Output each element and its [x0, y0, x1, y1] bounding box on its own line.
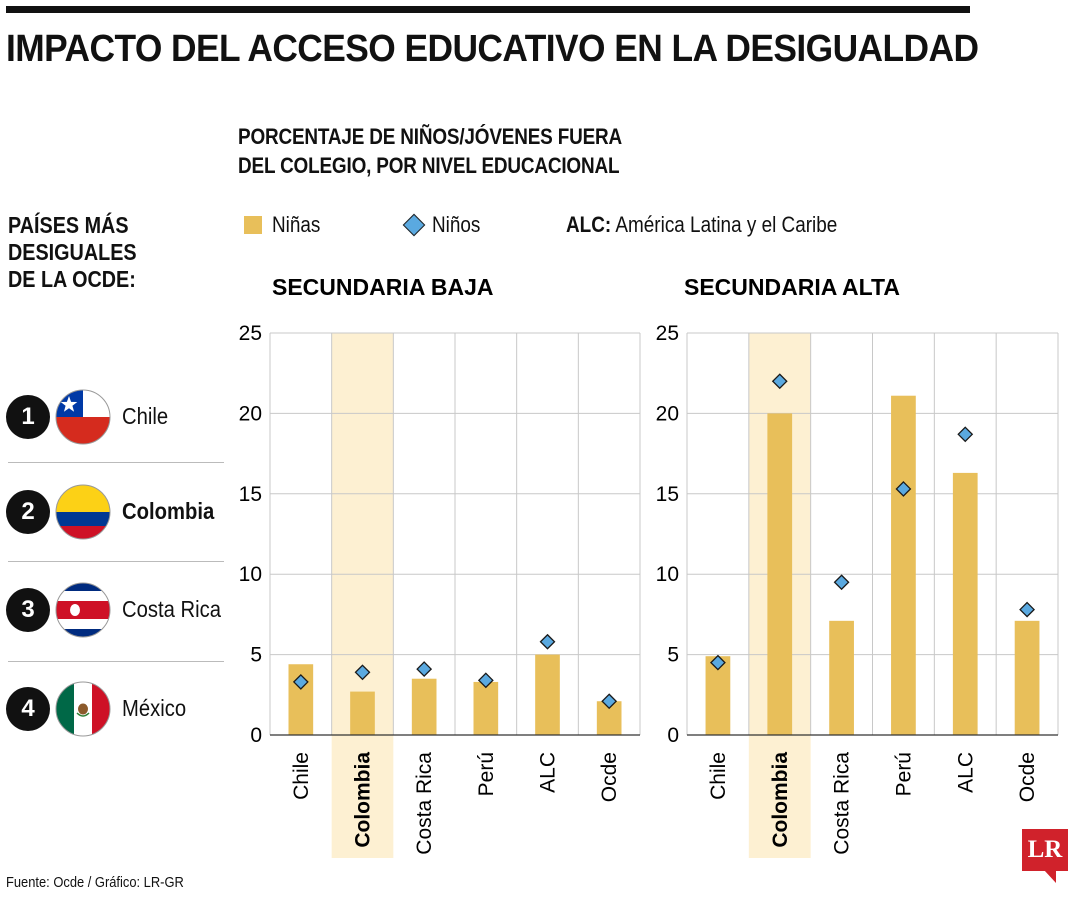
lr-logo-tail [1044, 870, 1056, 883]
diamond-ninos [416, 661, 433, 677]
diamond-ninos [895, 481, 912, 497]
y-tick-label: 5 [667, 644, 679, 667]
bar-ninas [350, 691, 375, 735]
diamond-ninos [1019, 601, 1036, 618]
category-label: Ocde [1016, 752, 1039, 802]
category-label: Colombia [769, 752, 792, 848]
panel-title-baja: SECUNDARIA BAJA [272, 274, 494, 300]
category-label: ALC [954, 752, 977, 793]
diamond-ninos [354, 664, 371, 681]
colombia-flag-icon [55, 484, 111, 540]
category-label: Costa Rica [413, 752, 436, 855]
ranking-country-label: Chile [122, 403, 169, 429]
plot-secundaria-baja: 0 5 10 15 20 25 Chile Colombia Costa Rica Perú ALC… [239, 322, 641, 858]
legend-bar-swatch [244, 216, 262, 234]
lr-logo: LR [1022, 829, 1068, 871]
subtitle-line-1: PORCENTAJE DE NIÑOS/JÓVENES FUERA [238, 124, 623, 149]
legend-alc-abbr: ALC: [566, 212, 612, 237]
ranking-country-label: Costa Rica [122, 596, 221, 622]
top-rule [6, 6, 970, 13]
legend-boys-label: Niños [432, 212, 481, 237]
ranking-country-label: Colombia [122, 498, 215, 524]
category-label: Perú [475, 752, 498, 796]
legend-girls-label: Niñas [272, 212, 321, 237]
bar-ninas [535, 654, 560, 735]
legend-alc-text: ALC: América Latina y el Caribe [566, 212, 837, 238]
ranking-divider [8, 561, 224, 562]
bar-ninas [1014, 620, 1040, 735]
legend-alc-full: América Latina y el Caribe [615, 212, 838, 237]
category-label: Ocde [598, 752, 621, 802]
ranking-item-costa-rica: 3 Costa Rica [6, 581, 224, 641]
diamond-ninos [477, 672, 494, 689]
rank-badge: 4 [6, 687, 50, 731]
ranking-item-mexico: 4 México [6, 680, 224, 740]
ranking-heading: PAÍSES MÁS DESIGUALES DE LA OCDE: [8, 212, 137, 293]
diamond-ninos [957, 426, 974, 443]
legend-boys: Niños [400, 212, 488, 238]
y-tick-label: 15 [239, 483, 262, 506]
y-tick-label: 20 [656, 402, 679, 425]
bar-ninas [829, 620, 854, 735]
ranking-heading-line-3: DE LA OCDE: [8, 266, 136, 292]
category-label: Perú [892, 752, 915, 796]
y-tick-label: 25 [239, 322, 262, 345]
bar-ninas [891, 395, 916, 735]
y-tick-label: 20 [239, 402, 262, 425]
rank-badge: 1 [6, 395, 50, 439]
ranking-item-chile: 1 Chile [6, 388, 224, 448]
page-title: IMPACTO DEL ACCESO EDUCATIVO EN LA DESIG… [6, 28, 979, 70]
ranking-divider [8, 462, 224, 463]
ranking-heading-line-2: DESIGUALES [8, 239, 137, 265]
bar-ninas [767, 413, 793, 735]
category-label: Costa Rica [831, 752, 854, 855]
chart-subtitle: PORCENTAJE DE NIÑOS/JÓVENES FUERA DEL COL… [238, 122, 622, 180]
mexico-flag-icon [55, 681, 111, 737]
category-label: Chile [707, 752, 730, 800]
plot-secundaria-alta: 0 5 10 15 20 25 Chile Colombia Costa Rica Perú ALC… [656, 322, 1059, 858]
diamond-ninos [292, 674, 309, 690]
y-tick-label: 10 [239, 563, 262, 586]
ranking-divider [8, 661, 224, 662]
ranking-country-label: México [122, 695, 187, 721]
costa-rica-flag-icon [55, 582, 111, 638]
diamond-ninos [539, 633, 556, 650]
bar-ninas [952, 472, 978, 735]
diamond-ninos [833, 574, 850, 591]
category-label: ALC [537, 752, 560, 793]
rank-badge: 2 [6, 490, 50, 534]
rank-badge: 3 [6, 588, 50, 632]
diamond-ninos [771, 373, 788, 390]
bar-ninas [473, 681, 499, 735]
y-tick-label: 15 [656, 483, 679, 506]
y-tick-label: 0 [250, 724, 262, 747]
category-label: Colombia [352, 752, 375, 848]
y-tick-label: 0 [667, 724, 679, 747]
source-note: Fuente: Ocde / Gráfico: LR-GR [6, 874, 184, 891]
panel-title-alta: SECUNDARIA ALTA [684, 274, 900, 300]
y-tick-label: 5 [250, 644, 262, 667]
legend-girls: Niñas [244, 212, 328, 238]
subtitle-line-2: DEL COLEGIO, POR NIVEL EDUCACIONAL [238, 153, 620, 178]
ranking-heading-line-1: PAÍSES MÁS [8, 212, 129, 238]
bar-ninas [411, 678, 437, 735]
chart-panel-secundaria-baja: SECUNDARIA BAJA [272, 274, 494, 300]
diamond-ninos [601, 693, 618, 710]
highlight-band [331, 333, 394, 858]
y-tick-label: 25 [656, 322, 679, 345]
category-label: Chile [290, 752, 313, 800]
y-tick-label: 10 [656, 563, 679, 586]
ranking-item-colombia: 2 Colombia [6, 483, 224, 543]
chile-flag-icon [55, 389, 111, 445]
legend-alc-note: ALC: América Latina y el Caribe [566, 212, 881, 238]
chart-panel-secundaria-alta: SECUNDARIA ALTA [684, 274, 900, 300]
diamond-ninos [709, 654, 726, 671]
